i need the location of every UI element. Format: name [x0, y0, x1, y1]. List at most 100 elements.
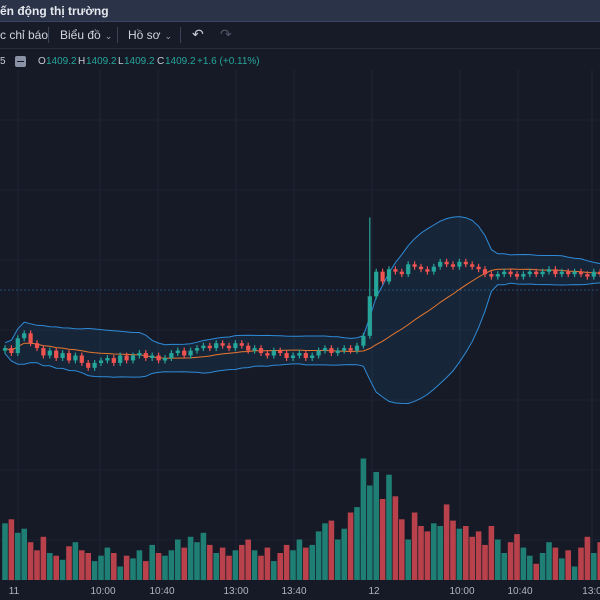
chevron-down-icon: ⌄ — [104, 31, 113, 41]
chevron-down-icon: ⌄ — [164, 31, 173, 41]
volume-bar — [597, 542, 600, 580]
volume-bar — [437, 526, 443, 580]
low-label: L — [118, 56, 124, 67]
candle-body — [22, 333, 27, 339]
volume-bar — [392, 496, 399, 580]
candle-body — [450, 264, 456, 267]
candle-body — [521, 274, 526, 277]
candle-body — [79, 355, 84, 363]
candle-body — [585, 274, 590, 277]
volume-bars — [2, 458, 600, 581]
volume-bar — [347, 512, 354, 580]
candle-body — [527, 271, 532, 275]
candle-body — [361, 335, 366, 346]
candle-body — [175, 350, 180, 354]
profile-dropdown[interactable]: Hồ sơ ⌄ — [128, 28, 172, 42]
candle-body — [98, 360, 104, 363]
candles — [2, 217, 600, 371]
volume-bar — [303, 547, 309, 580]
candle-body — [342, 348, 347, 351]
volume-bar — [207, 544, 213, 580]
volume-bar — [15, 532, 21, 581]
volume-bar — [463, 526, 469, 580]
indicators-label: c chỉ báo — [0, 28, 49, 42]
x-tick-label: 10:40 — [507, 586, 532, 597]
volume-bar — [552, 547, 559, 580]
volume-bar — [456, 528, 463, 580]
candle-body — [444, 261, 449, 265]
candle-body — [9, 348, 14, 353]
undo-icon[interactable]: ↶ — [192, 26, 204, 42]
candle-body — [399, 271, 404, 275]
volume-bar — [591, 553, 597, 580]
candle-body — [482, 269, 488, 275]
change-value: +1.6 (+0.11%) — [197, 56, 260, 67]
volume-bar — [79, 550, 85, 580]
ohlc-legend: 5 O 1409.2 H 1409.2 L 1409.2 C 1409.2 +1… — [0, 56, 600, 70]
candle-body — [508, 271, 513, 275]
volume-bar — [386, 474, 392, 580]
volume-bar — [162, 555, 168, 580]
candle-body — [239, 343, 244, 346]
high-value: 1409.2 — [86, 56, 117, 67]
indicators-button[interactable]: c chỉ báo — [0, 28, 48, 42]
volume-bar — [239, 544, 245, 580]
candle-body — [60, 353, 65, 358]
volume-bar — [143, 561, 149, 580]
candle-body — [86, 362, 91, 368]
candle-body — [566, 271, 571, 275]
volume-bar — [66, 546, 72, 581]
volume-bar — [59, 559, 66, 581]
candle-body — [278, 350, 283, 354]
volume-bar — [514, 534, 520, 580]
candle-body — [41, 348, 46, 356]
candle-body — [34, 343, 40, 349]
redo-icon[interactable]: ↷ — [220, 26, 232, 42]
candle-body — [431, 266, 436, 272]
candle-body — [265, 353, 270, 356]
volume-bar — [47, 553, 53, 580]
x-tick-label: 11 — [9, 586, 20, 597]
volume-bar — [91, 561, 98, 580]
volume-bar — [507, 542, 514, 580]
candle-body — [316, 350, 321, 356]
volume-bar — [520, 547, 527, 580]
open-value: 1409.2 — [46, 56, 77, 67]
candle-body — [73, 355, 78, 361]
candle-body — [470, 264, 475, 267]
volume-bar — [72, 542, 79, 580]
candle-body — [182, 350, 187, 356]
candle-body — [2, 348, 8, 351]
candle-body — [143, 353, 148, 358]
volume-bar — [8, 519, 15, 581]
volume-bar — [117, 566, 123, 580]
chart-toolbar: c chỉ báo Biểu đồ ⌄ Hồ sơ ⌄ ↶ ↷ — [0, 22, 600, 49]
candle-body — [540, 271, 545, 275]
volume-bar — [53, 555, 59, 580]
chart-type-dropdown[interactable]: Biểu đồ ⌄ — [60, 28, 112, 42]
candle-body — [15, 338, 20, 354]
collapse-legend-button[interactable] — [15, 56, 26, 67]
candle-body — [329, 348, 334, 353]
x-tick-label: 13:40 — [281, 586, 306, 597]
candle-body — [578, 271, 584, 275]
volume-bar — [328, 520, 335, 580]
candle-body — [546, 269, 552, 272]
close-label: C — [157, 56, 165, 67]
volume-bar — [187, 536, 194, 580]
toolbar-divider — [48, 27, 49, 43]
volume-bar — [533, 563, 539, 580]
volume-bar — [578, 547, 584, 580]
window-title: ến động thị trường — [0, 4, 109, 18]
volume-bar — [271, 561, 277, 580]
candle-body — [476, 266, 481, 270]
candle-body — [406, 264, 411, 275]
volume-bar — [277, 553, 283, 580]
candle-body — [591, 271, 596, 277]
volume-bar — [2, 523, 8, 580]
candle-body — [111, 358, 116, 363]
volume-bar — [200, 532, 207, 581]
candle-body — [310, 355, 315, 358]
volume-bar — [130, 558, 136, 580]
